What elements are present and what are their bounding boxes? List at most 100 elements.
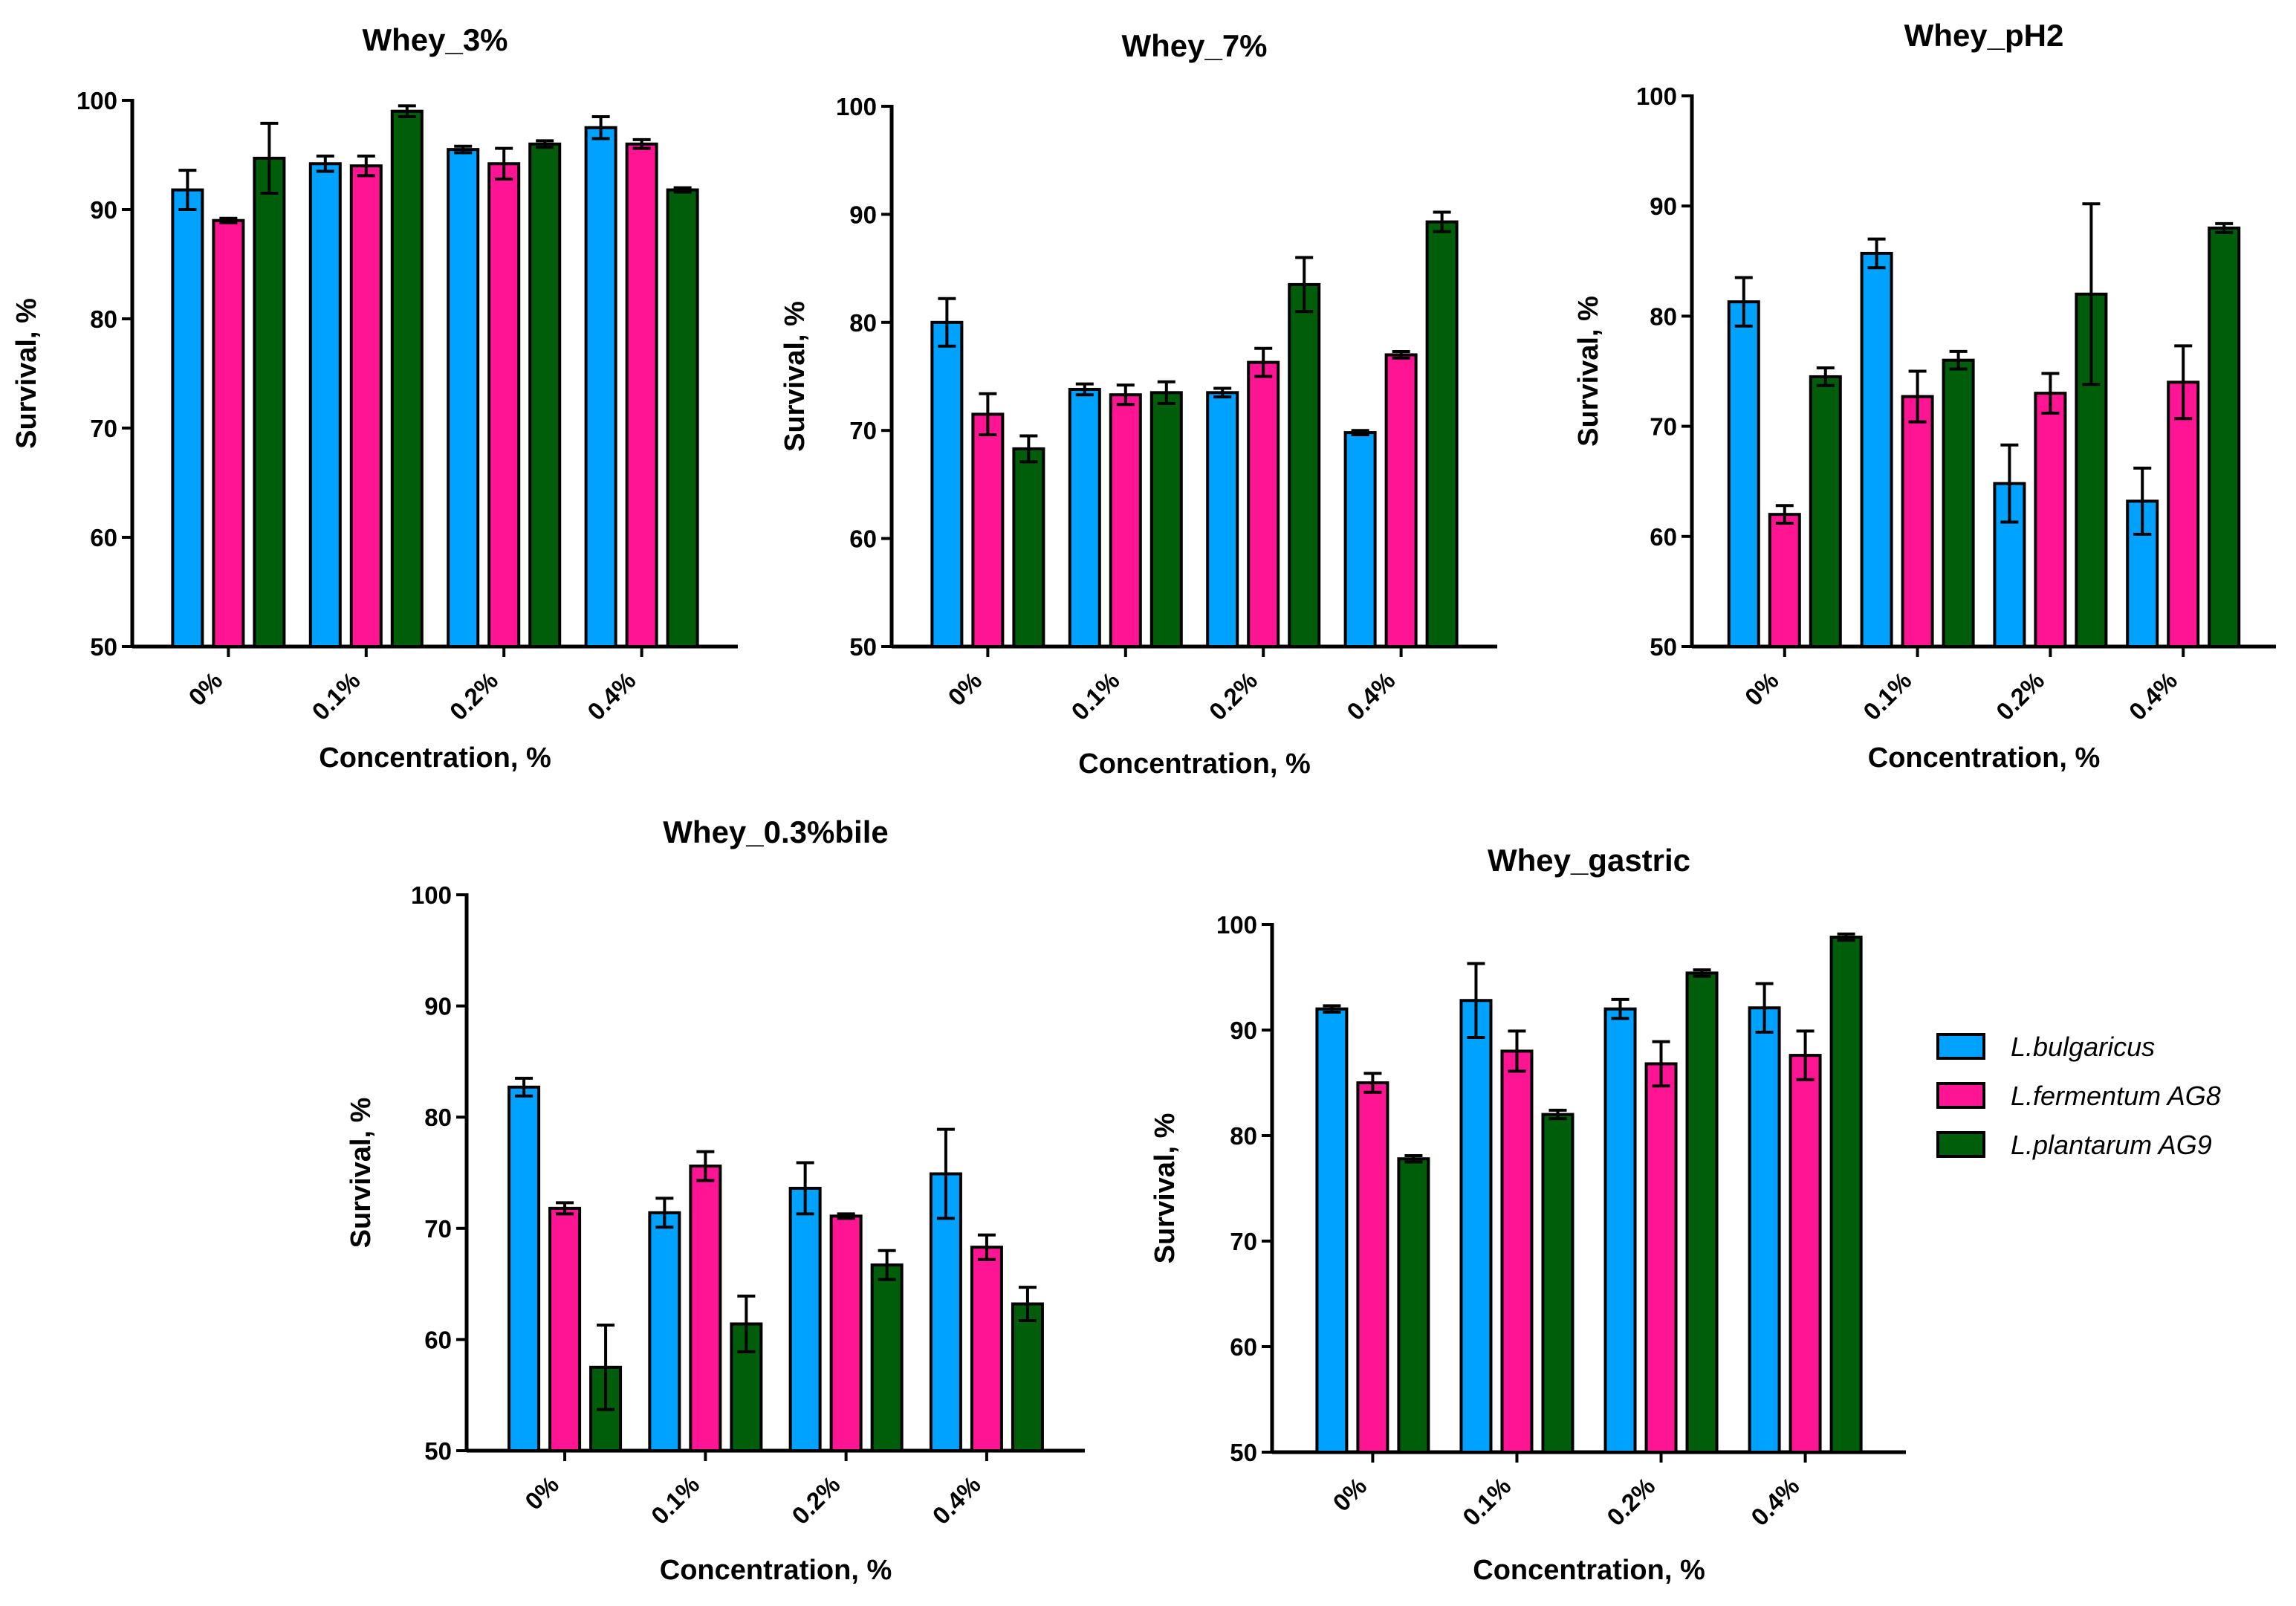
bar-l-fermentum-ag8 — [689, 1165, 722, 1453]
y-axis-label: Survival, % — [11, 298, 42, 449]
bar-l-bulgaricus — [930, 320, 964, 648]
x-axis-label: Concentration, % — [1473, 1555, 1705, 1586]
legend-swatch-l-fermentum-ag8 — [1936, 1082, 1985, 1109]
bar-l-bulgaricus — [788, 1186, 822, 1452]
x-tick-label: 0% — [1739, 667, 1784, 711]
y-tick-label: 80 — [1650, 302, 1677, 330]
x-axis-label: Concentration, % — [1868, 742, 2100, 774]
y-tick-label: 50 — [849, 633, 877, 661]
x-tick-label: 0% — [1327, 1472, 1372, 1517]
bar-l-fermentum-ag8 — [1768, 513, 1801, 648]
bar-l-fermentum-ag8 — [1356, 1081, 1389, 1454]
x-tick-label: 0% — [183, 667, 227, 711]
y-tick-label: 100 — [836, 93, 877, 120]
chart-title: Whey_7% — [1121, 28, 1267, 63]
bar-l-plantarum-ag9 — [1397, 1157, 1430, 1454]
bar-l-fermentum-ag8 — [970, 1246, 1003, 1453]
bar-l-fermentum-ag8 — [2167, 381, 2200, 648]
x-axis-label: Concentration, % — [660, 1555, 892, 1586]
bar-l-plantarum-ag9 — [1012, 447, 1045, 649]
x-tick-label: 0.4% — [1341, 667, 1400, 725]
x-tick-label: 0.1% — [1066, 667, 1124, 725]
bar-l-plantarum-ag9 — [870, 1263, 904, 1452]
bar-l-fermentum-ag8 — [212, 218, 245, 648]
bar-l-fermentum-ag8 — [1109, 393, 1142, 649]
y-tick-label: 60 — [849, 525, 877, 553]
bar-l-bulgaricus — [1206, 391, 1239, 648]
y-tick-label: 70 — [1650, 413, 1677, 441]
y-tick-label: 80 — [1230, 1122, 1257, 1150]
chart-whey-3: Whey_3% 50 60 70 80 90 100 0% 0.1% 0.2% 0.4% Concen… — [11, 22, 738, 774]
bar-l-bulgaricus — [308, 162, 342, 648]
y-tick-label: 80 — [90, 305, 117, 333]
bar-l-plantarum-ag9 — [1149, 391, 1183, 648]
x-tick-label: 0.1% — [306, 667, 365, 725]
y-tick-label: 60 — [1650, 523, 1677, 551]
x-tick-label: 0.4% — [2124, 667, 2182, 725]
bar-l-fermentum-ag8 — [625, 142, 658, 649]
x-axis-label: Concentration, % — [1078, 748, 1310, 780]
chart-whey-0-3-bile: Whey_0.3%bile 50 60 70 80 90 100 0% 0.1% 0.2% 0.4%… — [346, 815, 1085, 1586]
x-tick-label: 0.2% — [1991, 667, 2049, 725]
bar-l-plantarum-ag9 — [1011, 1302, 1044, 1452]
bar-l-plantarum-ag9 — [253, 156, 286, 649]
y-tick-label: 60 — [90, 524, 117, 551]
y-axis-label: Survival, % — [1149, 1113, 1181, 1264]
legend-label-l-fermentum-ag8: L.fermentum AG8 — [2011, 1081, 2221, 1111]
bar-l-bulgaricus — [648, 1211, 681, 1452]
bar-l-bulgaricus — [584, 126, 617, 648]
bar-l-bulgaricus — [507, 1085, 541, 1452]
chart-title: Whey_3% — [362, 22, 507, 57]
legend-swatch-l-plantarum-ag9 — [1936, 1131, 1985, 1158]
y-tick-label: 100 — [77, 87, 117, 114]
x-tick-label: 0.1% — [1457, 1472, 1516, 1531]
bar-l-plantarum-ag9 — [666, 188, 699, 649]
chart-whey-7: Whey_7% 50 60 70 80 90 100 0% 0.1% 0.2% 0.4% Concen… — [779, 28, 1497, 780]
y-tick-label: 80 — [424, 1104, 452, 1131]
bar-l-plantarum-ag9 — [1425, 220, 1459, 648]
bar-l-fermentum-ag8 — [1901, 395, 1934, 648]
y-tick-label: 100 — [1216, 911, 1257, 939]
bar-l-bulgaricus — [1727, 300, 1760, 648]
y-axis-label: Survival, % — [1573, 296, 1604, 447]
bar-l-plantarum-ag9 — [1942, 358, 1975, 648]
chart-title: Whey_pH2 — [1904, 18, 2064, 53]
bar-l-bulgaricus — [447, 148, 480, 648]
bar-l-bulgaricus — [171, 188, 204, 649]
bar-l-fermentum-ag8 — [1500, 1049, 1534, 1454]
y-tick-label: 70 — [849, 417, 877, 444]
y-tick-label: 70 — [90, 415, 117, 442]
x-tick-label: 0.2% — [1204, 667, 1262, 725]
chart-title: Whey_0.3%bile — [663, 815, 888, 849]
bar-l-fermentum-ag8 — [1384, 353, 1418, 648]
bar-l-fermentum-ag8 — [1247, 360, 1280, 648]
x-tick-label: 0.4% — [1745, 1472, 1804, 1531]
x-axis-label: Concentration, % — [319, 742, 551, 774]
x-tick-label: 0% — [519, 1471, 564, 1515]
y-tick-label: 50 — [424, 1437, 452, 1465]
legend: L.bulgaricus L.fermentum AG8 L.plantarum A… — [1936, 1032, 2221, 1160]
bar-l-bulgaricus — [1603, 1007, 1637, 1454]
x-tick-label: 0.2% — [1601, 1472, 1660, 1531]
legend-label-l-bulgaricus: L.bulgaricus — [2011, 1032, 2155, 1062]
y-axis-label: Survival, % — [779, 301, 811, 452]
x-tick-label: 0% — [942, 667, 987, 711]
bar-l-bulgaricus — [1315, 1007, 1349, 1454]
bar-l-fermentum-ag8 — [349, 164, 383, 648]
bar-l-bulgaricus — [1993, 482, 2026, 648]
bar-l-bulgaricus — [1459, 999, 1493, 1454]
bar-l-plantarum-ag9 — [2208, 226, 2241, 648]
x-tick-label: 0.1% — [1858, 667, 1916, 725]
x-tick-label: 0.4% — [927, 1471, 986, 1529]
bar-l-fermentum-ag8 — [487, 162, 521, 648]
legend-swatch-l-bulgaricus — [1936, 1033, 1985, 1060]
chart-whey-gastric: Whey_gastric 50 60 70 80 90 100 0% 0.1% 0.2% 0.4% C… — [1149, 843, 1906, 1586]
y-tick-label: 100 — [411, 881, 452, 909]
y-tick-label: 70 — [424, 1215, 452, 1243]
legend-label-l-plantarum-ag9: L.plantarum AG9 — [2011, 1130, 2212, 1160]
y-tick-label: 80 — [849, 309, 877, 337]
bar-l-bulgaricus — [1343, 431, 1377, 648]
x-tick-label: 0.1% — [646, 1471, 704, 1529]
x-tick-label: 0.4% — [582, 667, 641, 725]
y-tick-label: 90 — [424, 993, 452, 1020]
